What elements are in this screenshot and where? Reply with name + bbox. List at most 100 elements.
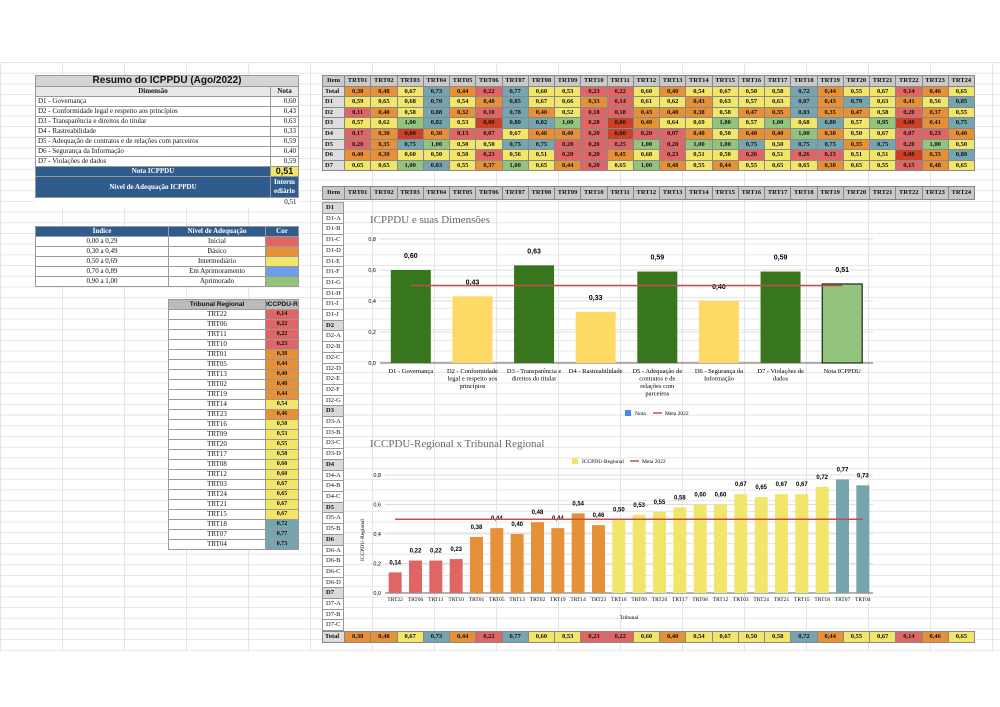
x-axis-title: Tribunal xyxy=(620,615,639,621)
bar xyxy=(575,311,616,363)
heatmap-row-total: Total 0,38 0,48 0,67 0,73 0,44 0,22 0,77 0,60 0,5… xyxy=(322,85,976,98)
column-header-trt12: TRT12 xyxy=(632,186,661,200)
item-label: D6 xyxy=(322,533,344,546)
data-label: 0,55 xyxy=(654,500,666,506)
column-header-trt01: TRT01 xyxy=(343,186,372,200)
item-row: D5 xyxy=(322,501,344,514)
data-label: 0,72 xyxy=(816,475,828,481)
x-tick-label: TRT12 xyxy=(713,597,729,603)
nivel-value: Intermediário xyxy=(269,176,300,198)
column-header-trt11: TRT11 xyxy=(606,186,634,200)
x-tick-label: TRT15 xyxy=(794,597,810,603)
bar xyxy=(775,494,788,593)
x-tick-label: TRT01 xyxy=(469,597,485,603)
column-header-trt14: TRT14 xyxy=(685,186,713,200)
x-tick-label: TRT18 xyxy=(814,597,830,603)
x-tick-label: TRT07 xyxy=(835,597,851,603)
column-header-trt04: TRT04 xyxy=(422,186,451,200)
y-axis-title: ICCPDU-Regional xyxy=(360,519,366,561)
legend-label: Nota xyxy=(635,411,646,417)
extra-value: 0,51 xyxy=(284,198,297,206)
heatmap-row-d2: D2 0,11 0,40 0,58 0,88 0,32 0,10 0,78 0,40 0,52 0,… xyxy=(322,106,976,119)
column-header-trt20: TRT20 xyxy=(842,186,871,200)
summary-table: Resumo do ICPPDU (Ago/2022) Dimensão Nota… xyxy=(34,75,300,207)
data-label: 0,54 xyxy=(572,501,584,507)
data-label: 0,73 xyxy=(857,473,869,479)
item-label: D7 xyxy=(322,587,344,600)
bar xyxy=(592,525,605,593)
legend-table: Índice Nível de Adequação Cor 0,00 a 0,29 I… xyxy=(35,226,299,287)
column-header-trt21: TRT21 xyxy=(868,186,897,200)
x-tick-label: D2 - Conformidade legal e respeito aos pri… xyxy=(447,368,498,390)
bar xyxy=(390,270,431,363)
data-label: 0,67 xyxy=(735,482,747,488)
x-tick-label: TRT17 xyxy=(672,597,688,603)
x-tick-label: TRT08 xyxy=(692,597,708,603)
x-tick-label: D1 - Governança xyxy=(388,368,433,375)
x-tick-label: D6 - Segurança da Informação xyxy=(695,368,743,383)
nivel-label: Nível de Adequação ICPPDU xyxy=(35,176,271,198)
data-label: 0,53 xyxy=(633,503,645,509)
column-header-trt15: TRT15 xyxy=(711,186,739,200)
tribunal-score: 0,73 xyxy=(265,539,299,550)
x-tick-label: TRT03 xyxy=(733,597,749,603)
chart-title: ICCPDU-Regional x Tribunal Regional xyxy=(370,438,544,450)
data-label: 0,40 xyxy=(511,522,523,528)
column-header-trt09: TRT09 xyxy=(553,186,582,200)
bar xyxy=(429,560,443,593)
bar xyxy=(795,494,809,593)
y-tick-label: 0,4 xyxy=(373,532,381,538)
y-tick-label: 0,0 xyxy=(373,591,381,597)
bar xyxy=(821,283,863,364)
x-tick-label: TRT19 xyxy=(550,597,566,603)
bar xyxy=(551,528,565,593)
bar xyxy=(388,572,402,593)
item-label: D5-B xyxy=(322,523,344,535)
x-tick-label: TRT10 xyxy=(448,597,464,603)
x-tick-label: TRT11 xyxy=(428,597,444,603)
item-row: D5-B xyxy=(322,523,344,535)
y-tick-label: 0,6 xyxy=(368,268,376,274)
item-label: D6-C xyxy=(322,565,344,578)
column-header-trt03: TRT03 xyxy=(396,186,424,200)
data-label: 0,14 xyxy=(389,560,401,566)
heatmap-cell: 0,65 xyxy=(947,159,976,172)
bar xyxy=(632,514,646,593)
y-tick-label: 0,0 xyxy=(368,361,376,367)
x-tick-label: TRT13 xyxy=(509,597,525,603)
heatmap-row-total: Total 0,38 0,48 0,67 0,73 0,44 0,22 0,77 0,60 0,5… xyxy=(322,631,976,643)
item-row: D5-A xyxy=(322,512,344,525)
data-label: 0,43 xyxy=(466,279,480,286)
item-header: Item xyxy=(322,186,345,200)
data-label: 0,60 xyxy=(404,253,418,260)
bar xyxy=(754,497,768,593)
heatmap-row-d1: D1 0,59 0,65 0,68 0,70 0,54 0,48 0,85 0,67 0,66 0,… xyxy=(322,96,976,108)
x-tick-label: TRT24 xyxy=(753,597,769,603)
item-row: D7-C xyxy=(322,619,344,632)
x-tick-label: TRT16 xyxy=(611,597,627,603)
data-label: 0,48 xyxy=(532,510,544,516)
bar xyxy=(449,559,463,593)
item-row: D6-D xyxy=(322,576,344,589)
x-tick-label: D7 - Violações de dados xyxy=(757,368,804,383)
x-tick-label: D3 - Transparência e direitos do titular xyxy=(507,368,561,383)
column-header-trt23: TRT23 xyxy=(921,186,949,200)
data-label: 0,63 xyxy=(527,248,541,255)
heatmap-row-d4: D4 0,17 0,30 0,00 0,30 0,13 0,07 0,67 0,46 0,40 0,… xyxy=(322,127,976,140)
bar xyxy=(714,504,727,593)
bar xyxy=(760,271,801,363)
data-label: 0,22 xyxy=(430,549,442,555)
x-tick-label: TRT23 xyxy=(591,597,607,603)
y-tick-label: 0,8 xyxy=(368,237,376,243)
data-label: 0,58 xyxy=(674,495,686,501)
column-header-trt13: TRT13 xyxy=(658,186,687,200)
item-label: D7-B xyxy=(322,608,344,621)
item-label: D7-A xyxy=(322,598,344,610)
item-row: D6-C xyxy=(322,565,344,578)
data-label: 0,59 xyxy=(774,255,788,262)
legend-color-swatch xyxy=(265,276,299,287)
x-tick-label: TRT09 xyxy=(631,597,647,603)
column-header-trt24: TRT24 xyxy=(947,186,976,200)
ranking-row: TRT04 0,73 xyxy=(168,539,299,550)
